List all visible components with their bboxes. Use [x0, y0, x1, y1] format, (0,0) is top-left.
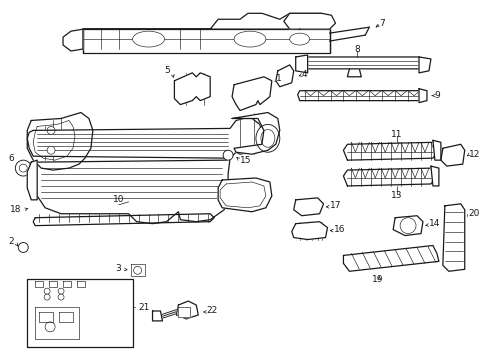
Polygon shape	[174, 73, 210, 105]
Polygon shape	[432, 140, 440, 160]
Ellipse shape	[132, 31, 164, 47]
Polygon shape	[283, 13, 335, 29]
Text: 20: 20	[468, 209, 479, 218]
Text: 19: 19	[371, 275, 382, 284]
Ellipse shape	[255, 125, 279, 152]
Polygon shape	[83, 13, 333, 29]
Polygon shape	[297, 91, 422, 100]
Text: 6: 6	[8, 154, 14, 163]
Polygon shape	[295, 55, 307, 73]
Text: 13: 13	[390, 192, 402, 201]
Ellipse shape	[223, 150, 233, 160]
Polygon shape	[291, 222, 327, 239]
Polygon shape	[35, 158, 230, 224]
Polygon shape	[346, 69, 361, 77]
Ellipse shape	[44, 288, 50, 294]
Text: 12: 12	[468, 150, 479, 159]
Polygon shape	[27, 118, 262, 158]
Ellipse shape	[15, 160, 31, 176]
Ellipse shape	[47, 146, 55, 154]
Polygon shape	[35, 281, 43, 287]
Ellipse shape	[399, 218, 415, 234]
Text: 4: 4	[301, 70, 306, 79]
Polygon shape	[130, 264, 144, 276]
Polygon shape	[63, 29, 83, 51]
Polygon shape	[392, 216, 422, 235]
Ellipse shape	[289, 33, 309, 45]
Ellipse shape	[234, 31, 265, 47]
Polygon shape	[343, 168, 434, 186]
Ellipse shape	[133, 266, 142, 274]
Ellipse shape	[44, 294, 50, 300]
Polygon shape	[59, 312, 73, 322]
Polygon shape	[77, 281, 85, 287]
Polygon shape	[27, 160, 37, 200]
Polygon shape	[442, 204, 464, 271]
Polygon shape	[440, 144, 464, 166]
Text: 9: 9	[433, 91, 439, 100]
Polygon shape	[33, 214, 214, 226]
Text: 17: 17	[329, 201, 340, 210]
Polygon shape	[27, 113, 93, 170]
Text: 10: 10	[113, 195, 124, 204]
Polygon shape	[430, 166, 438, 186]
Polygon shape	[176, 301, 198, 319]
Polygon shape	[293, 198, 323, 216]
Text: 14: 14	[428, 219, 439, 228]
Polygon shape	[232, 77, 271, 111]
Polygon shape	[27, 279, 132, 347]
Polygon shape	[83, 29, 329, 53]
Polygon shape	[232, 113, 279, 154]
Text: 8: 8	[354, 45, 360, 54]
Polygon shape	[343, 142, 436, 160]
Text: 21: 21	[138, 302, 150, 311]
Polygon shape	[418, 57, 430, 73]
Polygon shape	[178, 307, 190, 317]
Text: 3: 3	[115, 264, 121, 273]
Ellipse shape	[261, 129, 274, 147]
Text: 7: 7	[379, 19, 384, 28]
Polygon shape	[39, 312, 53, 322]
Ellipse shape	[45, 322, 55, 332]
Polygon shape	[152, 311, 162, 321]
Polygon shape	[49, 281, 57, 287]
Ellipse shape	[19, 164, 27, 172]
Polygon shape	[275, 65, 293, 87]
Polygon shape	[295, 57, 424, 69]
Text: 16: 16	[333, 225, 345, 234]
Polygon shape	[218, 178, 271, 212]
Ellipse shape	[58, 294, 64, 300]
Text: 22: 22	[206, 306, 217, 315]
Text: 11: 11	[390, 130, 402, 139]
Text: 2: 2	[8, 237, 14, 246]
Ellipse shape	[47, 126, 55, 134]
Polygon shape	[63, 281, 71, 287]
Ellipse shape	[58, 288, 64, 294]
Text: 18: 18	[10, 205, 21, 214]
Polygon shape	[418, 89, 426, 103]
Ellipse shape	[18, 243, 28, 252]
Text: 5: 5	[164, 66, 170, 75]
Text: 1: 1	[275, 74, 281, 83]
Polygon shape	[343, 246, 438, 271]
Text: 15: 15	[240, 156, 251, 165]
Polygon shape	[35, 307, 79, 339]
